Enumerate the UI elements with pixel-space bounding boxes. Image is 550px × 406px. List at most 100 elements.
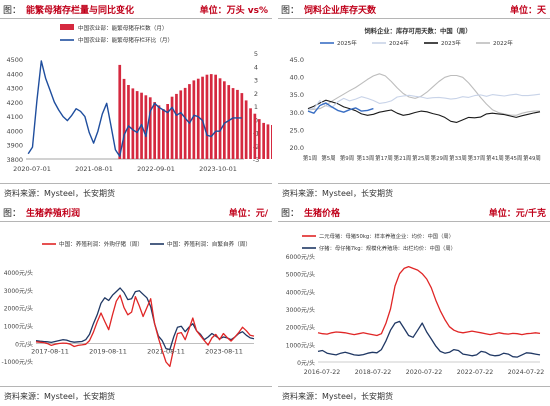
series-line [35,287,255,351]
series-line [307,73,540,116]
x-tick-label: 第9周 [340,154,354,162]
panel-header: 图： 饲料企业库存天数 单位：天 [278,0,550,19]
y-tick-label: 0元/头 [15,340,33,348]
bar [157,105,161,159]
source-note: 资料来源：Mysteel，长安期货 [4,392,116,401]
bar [209,74,213,159]
figure-tag: 图： [3,6,22,16]
y-tick-label: 2000元/头 [286,324,315,332]
x-tick-label: 第5周 [321,154,335,162]
sow-inventory-chart: 中国农业部：能繁母猪存栏数（月）中国农业部：能繁母猪存栏环比（月）4500440… [6,24,272,173]
mom-line [27,60,242,158]
x-tick-label: 第45周 [505,154,523,162]
feed-inventory-days-chart: 饲料企业：库存可用天数：中国（周） 2025年 2024年 2023年 2022年 45.… [290,26,541,162]
y-tick-label: 1000元/头 [4,323,33,331]
x-tick-label: 2022-07-22 [457,369,494,376]
legend-label: 中国农业部：能繁母猪存栏数（月） [78,24,168,32]
y2-tick-label: -3 [253,156,259,164]
bar [253,113,257,159]
panel-footer: 资料来源：Mysteel，长安期货 [0,183,272,203]
panel-hog-profit: 图： 生猪养殖利润 单位：元/ 中国：养殖利润：外购仔猪（周） 中国：养殖利润：自… [0,203,272,405]
bar [244,100,248,159]
y-tick-label: 3900 [6,142,23,150]
x-tick-label: 第21周 [394,154,412,162]
y2-tick-label: 3 [254,77,258,85]
y-tick-label: 40.0 [290,74,304,82]
y2-tick-label: 2 [254,90,258,98]
bar [201,76,204,159]
x-tick-label: 第1周 [303,154,317,162]
bar [170,96,174,159]
x-tick-label: 第25周 [412,154,430,162]
series-line [307,99,541,123]
y-tick-label: 4300 [6,85,23,93]
panel-header: 图： 能繁母猪存栏量与同比变化 单位：万头 vs% [0,0,272,19]
bar [218,78,222,159]
bar [257,119,261,159]
x-tick-label: 2019-08-11 [89,347,127,355]
panel-footer: 资料来源：Mysteel，长安期货 [278,183,550,203]
series-line [35,294,255,368]
bar [262,122,265,159]
source-note: 资料来源：Mysteel，长安期货 [282,392,394,401]
panel-hog-price: 图： 生猪价格 单位：元/千克 二元母猪：母猪50kg：样本养殖企业：均价：中国… [278,203,550,405]
x-tick-label: 第33周 [449,154,467,162]
y-tick-label: 35.0 [290,91,304,99]
figure-tag: 图： [281,6,300,16]
x-tick-label: 2023-08-11 [205,347,243,355]
x-tick-label: 2020-07-22 [406,369,443,376]
bar [118,64,122,159]
y-tick-label: 4400 [6,70,23,78]
legend-label: 中国：养殖利润：外购仔猪（周） [59,240,143,248]
figure-tag: 图： [3,209,22,219]
bar [153,102,156,159]
x-tick-label: 第49周 [523,154,541,162]
x-tick-label: 2016-07-22 [304,369,341,376]
bar [271,125,272,159]
bar [127,85,130,159]
bar [122,78,126,159]
panel-unit: 单位：元/ [228,209,268,219]
bar [249,108,252,159]
figure-tag: 图： [281,209,300,219]
bar [240,93,244,159]
source-note: 资料来源：Mysteel，长安期货 [4,189,116,198]
y-tick-label: 1000元/头 [286,341,315,349]
panel-header: 图： 生猪价格 单位：元/千克 [278,203,550,222]
bar [144,95,148,159]
legend-label: 2023年 [441,39,461,47]
hog-price-chart: 二元母猪：母猪50kg：样本养殖企业：均价：中国（周） 仔猪：母仔猪7kg：规模化… [286,232,545,376]
bar [223,81,226,159]
x-tick-label: 第13周 [357,154,375,162]
bar [214,74,217,159]
legend-label: 仔猪：母仔猪7kg：规模化养殖场：出栏均价：中国（周） [319,244,456,252]
series-line [317,320,541,358]
bar [183,87,187,159]
chart-subtitle: 饲料企业：库存可用天数：中国（周） [363,26,471,35]
y-tick-label: 2000元/头 [4,305,33,313]
bar [166,104,169,159]
x-tick-label: 2021-08-11 [147,347,185,355]
y-tick-label: 3800 [6,156,23,164]
panel-title: 饲料企业库存天数 [304,6,377,16]
x-tick-label: 第29周 [431,154,449,162]
x-tick-label: 2021-08-01 [75,165,113,173]
y-tick-label: 4000 [6,127,23,135]
legend-label: 2025年 [337,39,357,47]
x-tick-label: 2018-07-22 [355,369,392,376]
y2-tick-label: 1 [254,103,258,111]
bar [148,97,152,159]
bar [131,88,135,159]
bar [192,80,196,159]
y-tick-label: 3000元/头 [286,306,315,314]
x-tick-label: 2017-08-11 [31,347,69,355]
panel-unit: 单位：天 [509,6,546,16]
panel-feed-inventory-days: 图： 饲料企业库存天数 单位：天 饲料企业：库存可用天数：中国（周） 2025年 2… [278,0,550,202]
y-tick-label: 4000元/头 [4,269,33,277]
panel-title: 生猪养殖利润 [26,209,81,219]
legend-swatch-bars [60,24,74,30]
y-tick-label: 0元/头 [297,359,315,367]
bar [162,109,165,159]
panel-header: 图： 生猪养殖利润 单位：元/ [0,203,272,222]
y2-tick-label: 5 [254,50,258,58]
